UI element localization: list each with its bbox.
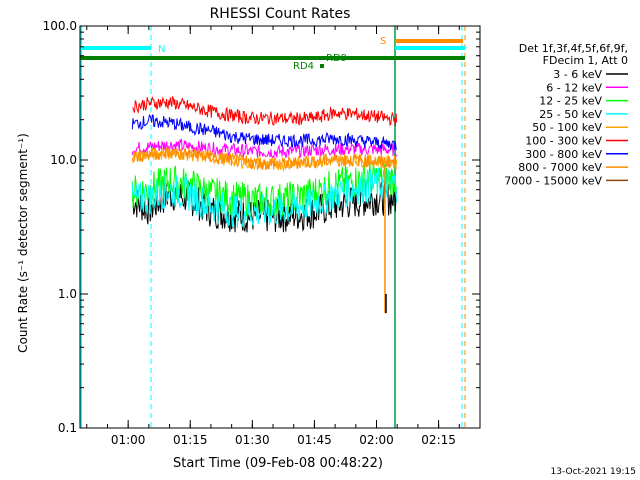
vertical-marker-lines xyxy=(80,26,466,428)
plot-background xyxy=(80,26,480,428)
legend-header-line: FDecim 1, Att 0 xyxy=(543,54,628,67)
legend-entry-label: 6 - 12 keV xyxy=(546,81,602,94)
night-label: N xyxy=(158,44,165,55)
x-tick-label: 01:15 xyxy=(173,433,208,447)
decim-label-rd4: RD4 xyxy=(293,61,314,72)
legend-entry-label: 800 - 7000 keV xyxy=(518,161,602,174)
y-tick-label: 0.1 xyxy=(58,421,77,435)
series-line-6 xyxy=(131,113,397,151)
legend-entry-label: 300 - 800 keV xyxy=(525,148,602,161)
saa-label: S xyxy=(380,36,386,47)
plot-area xyxy=(80,26,480,428)
series-line-7 xyxy=(131,147,398,171)
y-tick-label: 10.0 xyxy=(50,153,77,167)
chart-title: RHESSI Count Rates xyxy=(210,6,351,22)
x-tick-label: 02:00 xyxy=(359,433,394,447)
legend-entry-label: 3 - 6 keV xyxy=(553,68,602,81)
legend: Det 1f,3f,4f,5f,6f,9f,FDecim 1, Att 03 -… xyxy=(504,42,628,187)
y-tick-label: 1.0 xyxy=(58,287,77,301)
legend-entry-label: 50 - 100 keV xyxy=(532,121,602,134)
plot-axes: 0.1 1.0 10.0 100.0 01:00 01:15 01:30 01:45 02:00… xyxy=(43,19,481,447)
legend-entry-label: 12 - 25 keV xyxy=(539,95,602,108)
x-tick-label: 01:45 xyxy=(297,433,332,447)
legend-entry-label: 7000 - 15000 keV xyxy=(504,174,602,187)
series-line-3 xyxy=(131,166,398,229)
y-tick-label: 100.0 xyxy=(43,19,77,33)
flag-bars: N S RD4 RD9 xyxy=(80,36,465,72)
data-series-layer xyxy=(131,96,398,314)
y-axis-label: Count Rate (s⁻¹ detector segment⁻¹) xyxy=(16,133,30,353)
legend-entry-label: 100 - 300 keV xyxy=(525,135,602,148)
x-axis-label: Start Time (09-Feb-08 00:48:22) xyxy=(173,456,383,471)
x-tick-label: 01:00 xyxy=(111,433,146,447)
plot-frame xyxy=(79,25,481,429)
x-tick-label: 02:15 xyxy=(421,433,456,447)
x-tick-label: 01:30 xyxy=(235,433,270,447)
footer-date: 13-Oct-2021 19:15 xyxy=(551,467,636,477)
series-line-5 xyxy=(132,96,398,127)
series-line-1 xyxy=(131,138,398,160)
legend-header-line: Det 1f,3f,4f,5f,6f,9f, xyxy=(519,42,628,55)
legend-entry-label: 25 - 50 keV xyxy=(539,108,602,121)
decim-marker xyxy=(320,64,324,68)
decim-label-rd9: RD9 xyxy=(326,53,347,64)
